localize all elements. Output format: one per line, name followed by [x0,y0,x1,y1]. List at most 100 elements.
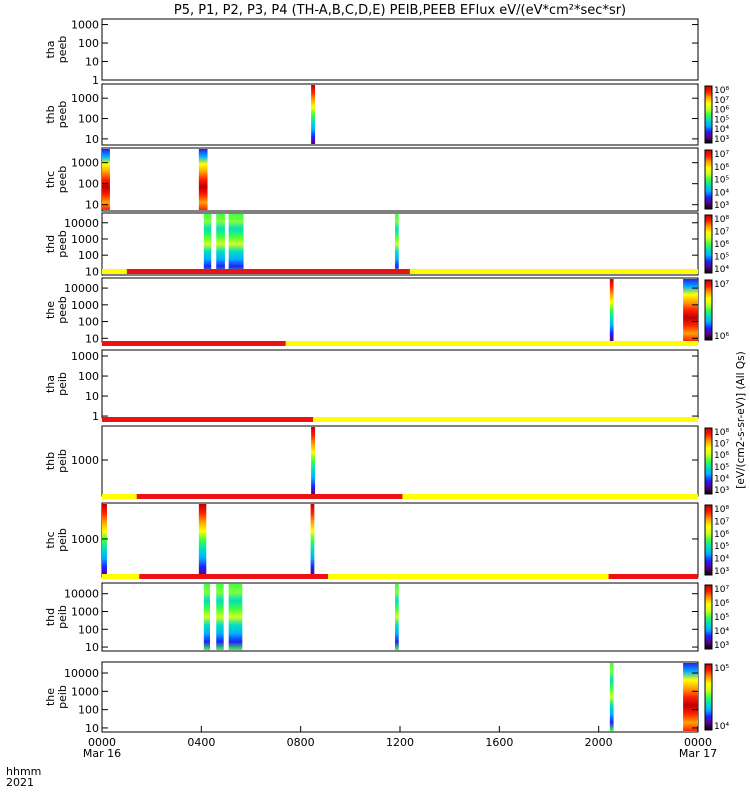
colorbar-tick-label: 10⁴ [714,125,729,135]
colorbar-tick-label: 10³ [714,201,729,211]
colorbar-tick-label: 10³ [714,567,729,577]
colorbar-tick-label: 10⁶ [714,599,729,609]
status-bar-yellow [285,341,698,346]
status-bar-yellow [313,417,698,422]
panel-thd-peeb: 10000 1000 100 10 thd peeb 10⁸ 10⁷ 10⁶ 10⁵ 10⁴ [44,212,729,278]
spectrogram-block [216,584,224,650]
y-label-species: peib [56,528,69,552]
y-tick-label: 10 [85,390,99,403]
colorbar [704,663,713,731]
colorbar [704,149,713,210]
y-label-probe: thb [44,105,57,123]
y-tick-label: 100 [78,623,99,636]
colorbar-tick-label: 10⁸ [714,86,729,96]
panel-frame [101,212,699,276]
panel-frame [101,582,699,652]
colorbar-tick-label: 10⁷ [714,228,729,238]
spectrogram-block [609,663,614,731]
y-label-species: peib [56,605,69,629]
spectrogram-block [228,214,244,274]
y-label-species: peeb [56,101,69,129]
colorbar [704,85,713,144]
status-bar-yellow [409,269,698,274]
y-tick-label: 1000 [71,350,99,363]
colorbar-tick-label: 10⁴ [714,555,729,565]
spectrogram-block [683,279,698,341]
colorbar-tick-label: 10⁵ [714,613,729,623]
y-label-species: peib [56,685,69,709]
spectrogram-block [395,584,399,650]
y-tick-label: 10 [85,199,99,212]
status-bar-red [139,574,328,579]
colorbar-tick-label: 10⁴ [714,188,729,198]
colorbar-tick-label: 10⁶ [714,451,729,461]
status-bar-yellow [102,494,137,499]
colorbar-tick-label: 10⁸ [714,428,729,438]
y-tick-label: 100 [78,249,99,262]
colorbar-tick-label: 10⁶ [714,240,729,250]
spectrogram-block [102,504,107,576]
panel-the-peeb: 10000 1000 100 10 the peeb 10⁷ 10⁶ [44,269,729,345]
x-tick-label: 2000 [585,736,613,749]
x-tick-label: 1600 [485,736,513,749]
colorbar-tick-label: 10⁵ [714,664,729,674]
y-tick-label: 10 [85,641,99,654]
colorbar [704,504,713,576]
spectrogram-block [203,214,212,274]
panel-frame [101,502,699,578]
panel-thc-peib: 1000 thc peib 10⁸ 10⁷ 10⁶ 10⁵ 10⁴ 10³ [44,494,729,578]
spectrogram-block [203,584,211,650]
colorbar-tick-label: 10³ [714,486,729,496]
y-tick-label: 1000 [71,157,99,170]
y-tick-label: 10000 [64,667,99,680]
y-label-species: peeb [56,230,69,258]
status-bar-yellow [102,269,127,274]
x-date-label: Mar 17 [679,747,717,760]
colorbar-tick-label: 10⁸ [714,215,729,225]
y-label-species: peeb [56,36,69,64]
y-tick-label: 100 [78,37,99,50]
colorbar-tick-label: 10⁷ [714,585,729,595]
status-bar-red [102,341,286,346]
colorbar [704,427,713,495]
colorbar [704,279,713,341]
x-tick-label: 0800 [287,736,315,749]
panel-frame [101,147,699,212]
y-tick-label: 1 [92,74,99,87]
y-label-species: peib [56,372,69,396]
panel-the-peib: 10000 1000 100 10 the peib 10⁵ 10⁴ [44,661,729,735]
colorbar-label-electrons: [eV/(cm2-s-sr-eV)] (All Qs) [735,351,747,488]
colorbar-tick-label: 10⁵ [714,542,729,552]
colorbar-tick-label: 10⁴ [714,722,729,732]
panel-frame [101,83,699,146]
y-tick-label: 10000 [64,588,99,601]
panel-tha-peib: 1000 100 10 1 tha peib [44,341,699,423]
panel-frame [101,18,699,81]
status-bar-red [102,417,314,422]
status-bar-red [608,574,698,579]
colorbar-tick-label: 10⁸ [714,505,729,515]
spectrogram-block [198,504,207,576]
colorbar [704,584,713,650]
y-tick-label: 1000 [71,533,99,546]
y-tick-label: 10000 [64,217,99,230]
colorbar-tick-label: 10⁶ [714,163,729,173]
spectrogram-block [311,427,316,495]
y-tick-label: 10000 [64,282,99,295]
y-label-probe: thd [44,608,57,626]
y-tick-label: 1000 [71,92,99,105]
x-row-label-hhmm: hhmm [6,765,41,778]
colorbar-tick-label: 10⁴ [714,265,729,275]
panel-tha-peeb: 1000 100 10 1 tha peeb [44,18,699,87]
colorbar-tick-label: 10⁶ [714,332,729,342]
y-label-probe: thc [44,171,57,188]
spectrogram-block [310,504,315,576]
colorbar-tick-label: 10⁶ [714,530,729,540]
spectrogram-block [216,214,225,274]
y-tick-label: 100 [78,113,99,126]
x-date-label: Mar 16 [83,747,121,760]
status-bar-red [136,494,403,499]
